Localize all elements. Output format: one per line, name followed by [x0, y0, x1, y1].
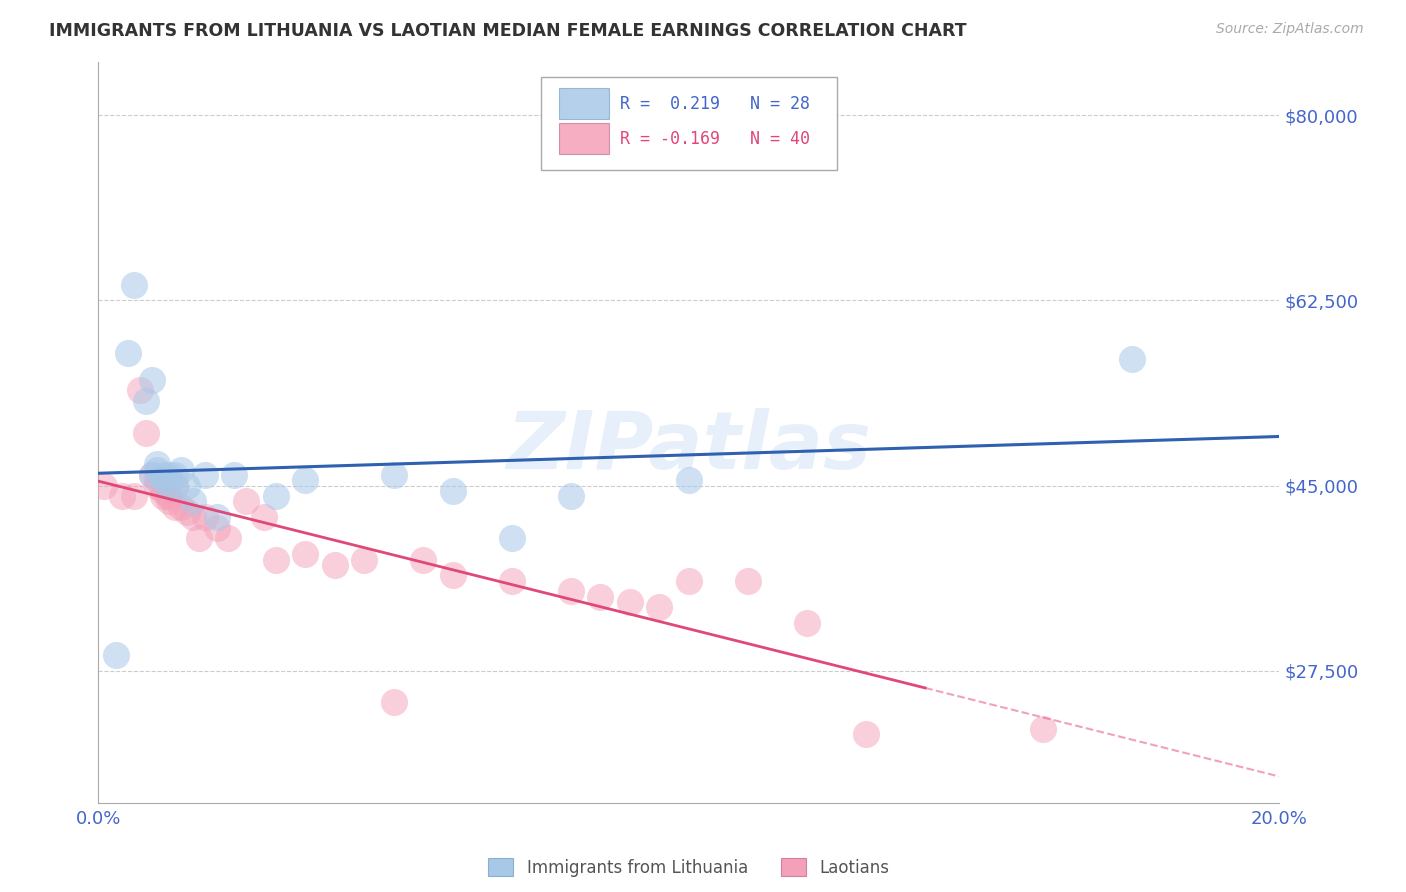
- Point: [152, 467, 174, 482]
- Point: [157, 478, 180, 492]
- Point: [181, 494, 204, 508]
- Point: [678, 473, 700, 487]
- Point: [194, 467, 217, 482]
- Point: [194, 510, 217, 524]
- Legend: Immigrants from Lithuania, Laotians: Immigrants from Lithuania, Laotians: [482, 852, 896, 883]
- Point: [181, 510, 204, 524]
- Point: [217, 532, 239, 546]
- Text: Source: ZipAtlas.com: Source: ZipAtlas.com: [1216, 22, 1364, 37]
- Text: IMMIGRANTS FROM LITHUANIA VS LAOTIAN MEDIAN FEMALE EARNINGS CORRELATION CHART: IMMIGRANTS FROM LITHUANIA VS LAOTIAN MED…: [49, 22, 967, 40]
- FancyBboxPatch shape: [560, 88, 609, 120]
- Point: [141, 467, 163, 482]
- Point: [441, 483, 464, 498]
- Point: [152, 483, 174, 498]
- Point: [253, 510, 276, 524]
- Point: [855, 727, 877, 741]
- Point: [176, 505, 198, 519]
- Point: [135, 393, 157, 408]
- Text: ZIPatlas: ZIPatlas: [506, 409, 872, 486]
- Point: [619, 595, 641, 609]
- Point: [93, 478, 115, 492]
- Point: [796, 615, 818, 630]
- Point: [170, 500, 193, 514]
- Point: [117, 346, 139, 360]
- Point: [294, 547, 316, 561]
- Point: [122, 277, 145, 292]
- Point: [157, 494, 180, 508]
- Point: [323, 558, 346, 572]
- Point: [1032, 722, 1054, 736]
- FancyBboxPatch shape: [560, 123, 609, 154]
- Point: [152, 489, 174, 503]
- Point: [560, 584, 582, 599]
- Point: [165, 478, 187, 492]
- Point: [146, 478, 169, 492]
- Point: [589, 590, 612, 604]
- Point: [141, 373, 163, 387]
- Point: [501, 532, 523, 546]
- Text: R =  0.219   N = 28: R = 0.219 N = 28: [620, 95, 810, 113]
- Point: [105, 648, 128, 662]
- Point: [1121, 351, 1143, 366]
- Point: [146, 473, 169, 487]
- Text: R = -0.169   N = 40: R = -0.169 N = 40: [620, 129, 810, 148]
- Point: [165, 478, 187, 492]
- Point: [678, 574, 700, 588]
- Point: [165, 500, 187, 514]
- Point: [152, 473, 174, 487]
- Point: [135, 425, 157, 440]
- Point: [111, 489, 134, 503]
- Point: [648, 600, 671, 615]
- Point: [264, 489, 287, 503]
- Point: [501, 574, 523, 588]
- Point: [353, 552, 375, 566]
- Point: [441, 568, 464, 582]
- Point: [205, 521, 228, 535]
- Point: [187, 532, 209, 546]
- Point: [141, 467, 163, 482]
- Point: [122, 489, 145, 503]
- Point: [165, 467, 187, 482]
- Point: [382, 467, 405, 482]
- Point: [176, 478, 198, 492]
- Point: [560, 489, 582, 503]
- Point: [205, 510, 228, 524]
- Point: [294, 473, 316, 487]
- FancyBboxPatch shape: [541, 78, 837, 169]
- Point: [264, 552, 287, 566]
- Point: [382, 695, 405, 709]
- Point: [157, 489, 180, 503]
- Point: [737, 574, 759, 588]
- Point: [128, 384, 150, 398]
- Point: [146, 462, 169, 476]
- Point: [157, 467, 180, 482]
- Point: [412, 552, 434, 566]
- Point: [224, 467, 246, 482]
- Point: [170, 462, 193, 476]
- Point: [235, 494, 257, 508]
- Point: [146, 458, 169, 472]
